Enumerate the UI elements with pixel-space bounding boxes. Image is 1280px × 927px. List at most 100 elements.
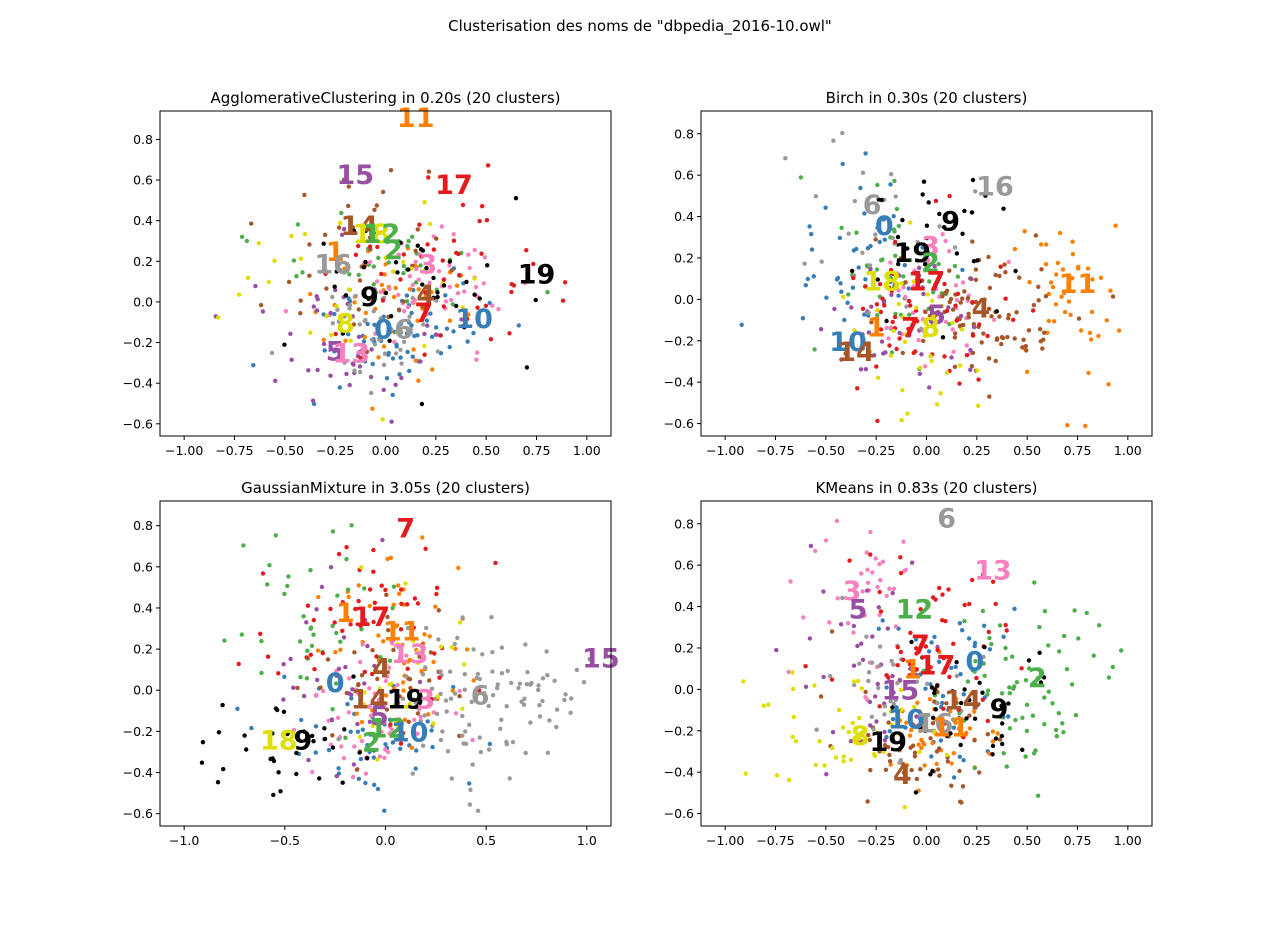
scatter-point (453, 711, 459, 716)
scatter-point (281, 662, 286, 667)
scatter-point (407, 274, 412, 279)
scatter-point (910, 743, 916, 748)
scatter-point (908, 220, 913, 225)
scatter-point (926, 649, 932, 654)
scatter-point (291, 727, 297, 733)
scatter-point (1037, 650, 1042, 655)
scatter-point (948, 709, 953, 714)
scatter-point (877, 589, 882, 595)
scatter-point (943, 721, 948, 726)
scatter-point (830, 730, 836, 735)
scatter-point (482, 255, 488, 260)
scatter-point (345, 701, 350, 707)
scatter-point (507, 776, 512, 781)
scatter-point (915, 258, 920, 263)
subplot-title: AgglomerativeClustering in 0.20s (20 clu… (210, 89, 560, 107)
scatter-point (449, 297, 454, 303)
scatter-point (379, 729, 384, 735)
scatter-point (391, 269, 396, 274)
x-tick-label: 1.00 (1114, 833, 1142, 848)
scatter-point (838, 281, 843, 286)
scatter-point (304, 676, 310, 681)
scatter-point (308, 330, 313, 335)
scatter-point (387, 717, 393, 722)
scatter-point (480, 652, 485, 657)
scatter-point (977, 322, 982, 327)
scatter-point (930, 298, 935, 303)
scatter-point (917, 709, 922, 714)
scatter-point (888, 182, 893, 187)
scatter-point (312, 667, 317, 672)
scatter-point (1097, 623, 1102, 628)
scatter-point (855, 678, 861, 684)
scatter-point (314, 607, 319, 612)
scatter-point (350, 774, 356, 780)
scatter-point (332, 311, 337, 317)
x-tick-label: 0.5 (476, 833, 496, 848)
scatter-point (835, 275, 841, 281)
scatter-point (813, 762, 818, 768)
scatter-point (1088, 337, 1094, 342)
scatter-point (888, 260, 893, 265)
scatter-point (525, 271, 530, 276)
scatter-point (934, 761, 939, 767)
scatter-point (363, 310, 369, 316)
scatter-point (411, 347, 416, 352)
scatter-point (916, 265, 922, 270)
scatter-point (860, 250, 865, 255)
scatter-point (483, 303, 489, 308)
scatter-point (907, 733, 913, 738)
scatter-point (931, 313, 936, 318)
scatter-point (823, 205, 828, 210)
scatter-point (427, 634, 432, 639)
scatter-point (516, 685, 521, 691)
scatter-point (341, 226, 347, 232)
scatter-point (857, 736, 862, 741)
scatter-point (493, 560, 498, 566)
scatter-point (997, 737, 1003, 742)
scatter-point (947, 193, 952, 199)
scatter-point (1070, 239, 1075, 244)
scatter-point (884, 318, 889, 324)
scatter-point (973, 267, 979, 272)
scatter-point (391, 602, 396, 607)
scatter-point (220, 702, 225, 708)
scatter-point (888, 325, 894, 330)
scatter-point (832, 306, 837, 312)
scatter-point (471, 678, 476, 683)
y-tick-label: −0.2 (123, 724, 153, 739)
scatter-point (432, 651, 437, 656)
y-tick-label: 0.8 (674, 126, 694, 141)
scatter-point (1024, 369, 1030, 374)
scatter-point (852, 198, 857, 204)
scatter-point (908, 303, 913, 308)
scatter-point (308, 568, 313, 573)
scatter-points (213, 163, 568, 424)
scatter-point (870, 570, 875, 575)
cluster-label: 17 (435, 170, 473, 201)
scatter-point (382, 659, 388, 665)
scatter-point (1096, 333, 1101, 339)
scatter-point (921, 179, 927, 184)
scatter-point (827, 673, 833, 679)
cluster-label: 7 (911, 630, 930, 661)
scatter-point (933, 707, 938, 712)
scatter-point (932, 634, 937, 640)
scatter-point (875, 418, 880, 424)
scatter-point (311, 304, 316, 309)
scatter-point (341, 270, 347, 275)
scatter-point (887, 752, 892, 758)
scatter-point (385, 749, 391, 755)
scatter-point (438, 644, 444, 649)
scatter-point (1057, 230, 1063, 236)
scatter-point (423, 665, 428, 670)
scatter-point (473, 284, 479, 290)
scatter-point (1013, 717, 1018, 723)
scatter-point (427, 221, 433, 227)
scatter-point (947, 249, 952, 254)
scatter-point (961, 735, 966, 740)
scatter-point (356, 272, 361, 278)
y-tick-label: −0.6 (664, 806, 694, 821)
scatter-point (919, 745, 924, 751)
scatter-point (367, 235, 373, 240)
